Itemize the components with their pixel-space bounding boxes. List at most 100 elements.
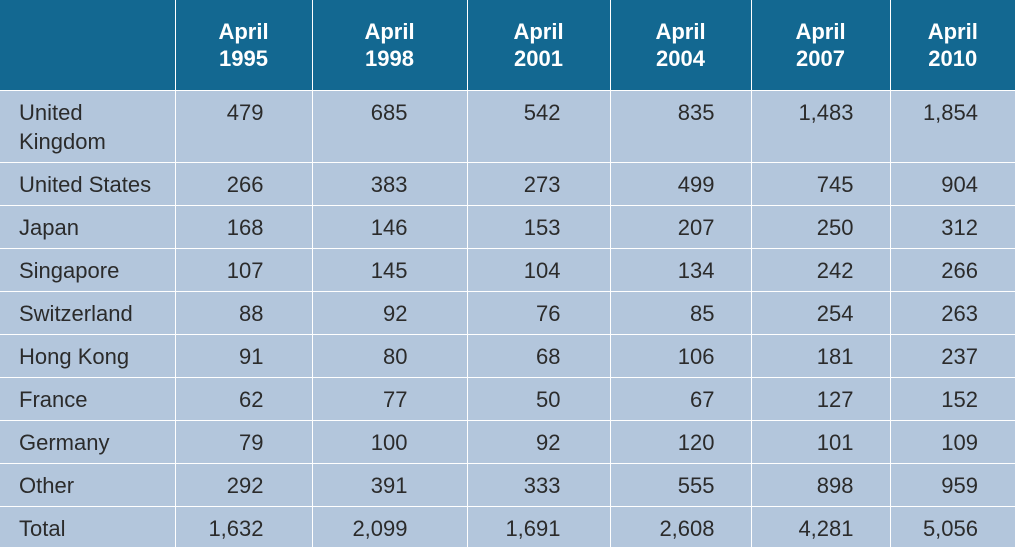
value-cell: 153 [467, 204, 611, 248]
value-cell: 100 [312, 419, 468, 463]
value-cell: 91 [175, 333, 313, 377]
table-row: France 62 77 50 67 127 152 [0, 376, 1015, 420]
country-cell: United Kingdom [0, 89, 176, 162]
header-line2: 2001 [514, 45, 563, 71]
header-line1: April [927, 18, 978, 44]
header-cell: April 2001 [467, 0, 611, 90]
table-row: Hong Kong 91 80 68 106 181 237 [0, 333, 1015, 377]
value-cell: 80 [312, 333, 468, 377]
value-cell: 835 [610, 89, 752, 162]
header-line2: 2004 [656, 45, 705, 71]
total-value-cell: 1,691 [467, 505, 611, 547]
header-cell: April 1998 [312, 0, 468, 90]
value-cell: 685 [312, 89, 468, 162]
value-cell: 107 [175, 247, 313, 291]
header-row: April 1995 April 1998 April 2001 April 2004 … [0, 0, 1015, 90]
value-cell: 67 [610, 376, 752, 420]
table-row: Switzerland 88 92 76 85 254 263 [0, 290, 1015, 334]
value-cell: 152 [890, 376, 1015, 420]
value-cell: 904 [890, 161, 1015, 205]
value-cell: 79 [175, 419, 313, 463]
value-cell: 181 [751, 333, 891, 377]
table-row: Germany 79 100 92 120 101 109 [0, 419, 1015, 463]
value-cell: 266 [175, 161, 313, 205]
value-cell: 250 [751, 204, 891, 248]
value-cell: 745 [751, 161, 891, 205]
value-cell: 104 [467, 247, 611, 291]
value-cell: 62 [175, 376, 313, 420]
value-cell: 555 [610, 462, 752, 506]
country-cell: Germany [0, 419, 176, 463]
table-row: United Kingdom 479 685 542 835 1,483 1,85… [0, 89, 1015, 162]
country-cell: Other [0, 462, 176, 506]
table-row: Japan 168 146 153 207 250 312 [0, 204, 1015, 248]
value-cell: 77 [312, 376, 468, 420]
header-line2: 2007 [796, 45, 845, 71]
value-cell: 207 [610, 204, 752, 248]
value-cell: 76 [467, 290, 611, 334]
value-cell: 292 [175, 462, 313, 506]
total-value-cell: 1,632 [175, 505, 313, 547]
table-header: April 1995 April 1998 April 2001 April 2004 … [0, 0, 1015, 90]
header-cell: April 1995 [175, 0, 313, 90]
value-cell: 479 [175, 89, 313, 162]
country-cell: Singapore [0, 247, 176, 291]
value-cell: 333 [467, 462, 611, 506]
value-cell: 120 [610, 419, 752, 463]
value-cell: 106 [610, 333, 752, 377]
header-line1: April [655, 18, 706, 44]
value-cell: 145 [312, 247, 468, 291]
value-cell: 168 [175, 204, 313, 248]
value-cell: 1,483 [751, 89, 891, 162]
value-cell: 237 [890, 333, 1015, 377]
value-cell: 92 [467, 419, 611, 463]
value-cell: 254 [751, 290, 891, 334]
header-line1: April [364, 18, 415, 44]
header-cell: April 2010 [890, 0, 1015, 90]
value-cell: 391 [312, 462, 468, 506]
country-cell: Hong Kong [0, 333, 176, 377]
header-line1: April [795, 18, 846, 44]
table-row: Other 292 391 333 555 898 959 [0, 462, 1015, 506]
country-name-line1: United [19, 99, 83, 125]
header-corner-cell [0, 0, 176, 90]
value-cell: 312 [890, 204, 1015, 248]
total-value-cell: 5,056 [890, 505, 1015, 547]
table-row: United States 266 383 273 499 745 904 [0, 161, 1015, 205]
total-value-cell: 2,099 [312, 505, 468, 547]
country-cell: Switzerland [0, 290, 176, 334]
header-line1: April [218, 18, 269, 44]
table-row: Singapore 107 145 104 134 242 266 [0, 247, 1015, 291]
value-cell: 109 [890, 419, 1015, 463]
value-cell: 146 [312, 204, 468, 248]
country-name-line2: Kingdom [19, 128, 106, 154]
header-line2: 2010 [928, 45, 978, 71]
total-value-cell: 2,608 [610, 505, 752, 547]
total-row: Total 1,632 2,099 1,691 2,608 4,281 5,05… [0, 505, 1015, 547]
value-cell: 499 [610, 161, 752, 205]
value-cell: 88 [175, 290, 313, 334]
header-line2: 1995 [219, 45, 268, 71]
country-cell: Japan [0, 204, 176, 248]
header-line2: 1998 [365, 45, 414, 71]
country-cell: United States [0, 161, 176, 205]
value-cell: 134 [610, 247, 752, 291]
value-cell: 242 [751, 247, 891, 291]
total-label-cell: Total [0, 505, 176, 547]
value-cell: 263 [890, 290, 1015, 334]
value-cell: 92 [312, 290, 468, 334]
header-cell: April 2004 [610, 0, 752, 90]
total-value-cell: 4,281 [751, 505, 891, 547]
value-cell: 383 [312, 161, 468, 205]
header-line1: April [513, 18, 564, 44]
value-cell: 68 [467, 333, 611, 377]
value-cell: 1,854 [890, 89, 1015, 162]
value-cell: 898 [751, 462, 891, 506]
value-cell: 266 [890, 247, 1015, 291]
value-cell: 101 [751, 419, 891, 463]
value-cell: 127 [751, 376, 891, 420]
header-cell: April 2007 [751, 0, 891, 90]
value-cell: 50 [467, 376, 611, 420]
